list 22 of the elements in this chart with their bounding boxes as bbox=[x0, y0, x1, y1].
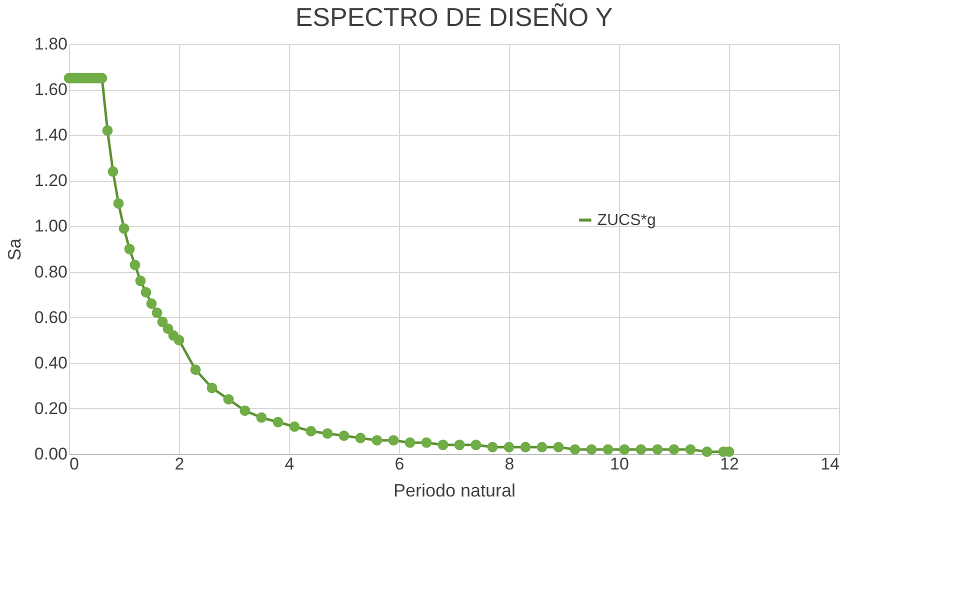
x-tick-label: 14 bbox=[820, 454, 840, 474]
y-tick-label: 0.00 bbox=[34, 444, 68, 464]
x-tick-label: 4 bbox=[284, 454, 294, 474]
x-tick-label: 8 bbox=[504, 454, 514, 474]
y-axis-title: Sa bbox=[4, 238, 24, 261]
x-axis-title: Periodo natural bbox=[393, 480, 516, 500]
x-tick-label: 12 bbox=[720, 454, 739, 474]
y-tick-label: 1.60 bbox=[34, 80, 68, 100]
x-tick-label: 6 bbox=[394, 454, 404, 474]
y-tick-label: 1.00 bbox=[34, 216, 68, 236]
chart-title: ESPECTRO DE DISEÑO Y bbox=[295, 2, 613, 32]
x-tick-label: 2 bbox=[174, 454, 184, 474]
y-tick-label: 0.60 bbox=[34, 308, 68, 327]
y-tick-label: 0.40 bbox=[34, 353, 68, 372]
y-tick-label: 1.80 bbox=[34, 34, 68, 54]
x-tick-label: 10 bbox=[610, 454, 629, 474]
y-tick-label: 0.80 bbox=[34, 262, 68, 282]
y-tick-label: 0.20 bbox=[34, 398, 68, 418]
y-tick-label: 1.40 bbox=[34, 126, 68, 145]
y-tick-label: 1.20 bbox=[34, 171, 68, 190]
x-tick-label: 0 bbox=[70, 454, 79, 474]
legend-label: ZUCS*g bbox=[597, 212, 656, 230]
